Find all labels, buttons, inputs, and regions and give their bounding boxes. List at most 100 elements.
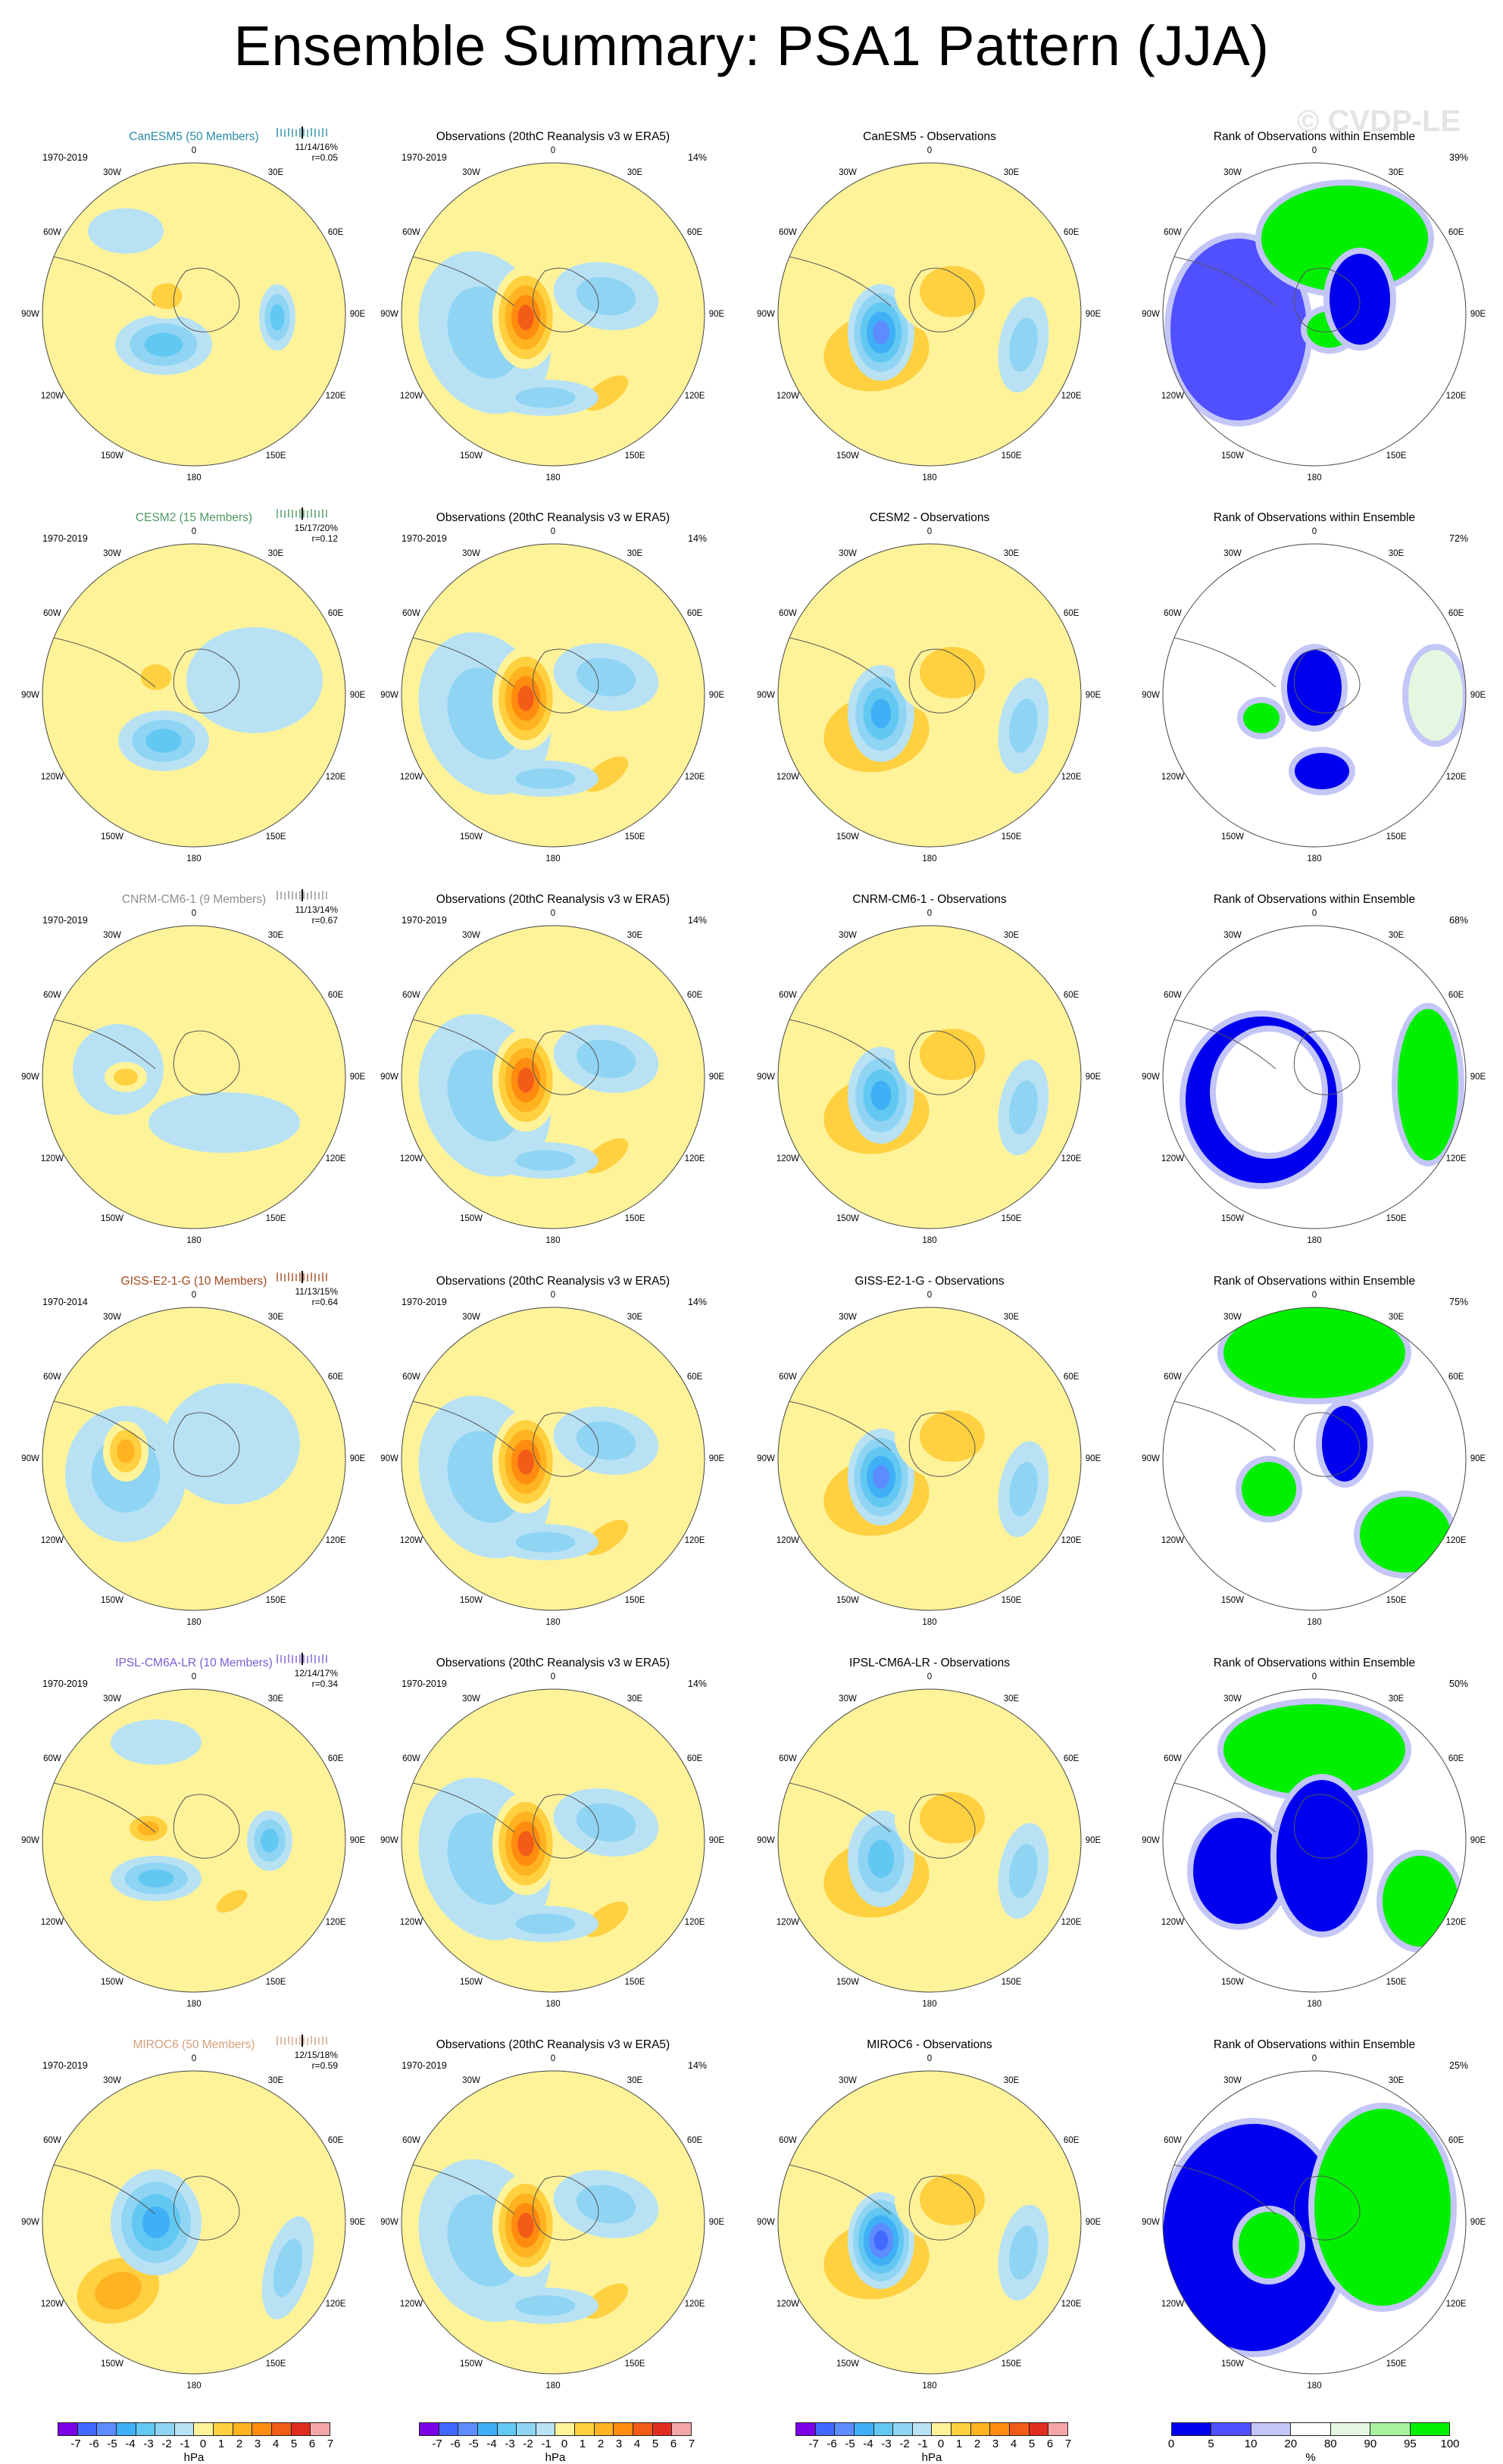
contour-level — [137, 1821, 160, 1836]
row2-model-title: CESM2 (15 Members) — [135, 511, 253, 524]
lon-label: 30W — [839, 167, 857, 177]
colorbar-tick-label: 2 — [236, 2437, 243, 2450]
lon-label: 0 — [1311, 909, 1317, 918]
rank-region — [1322, 1406, 1367, 1482]
row3-rank-title: Rank of Observations within Ensemble — [1213, 893, 1416, 906]
antarctica-coastline — [908, 1030, 976, 1095]
lon-label: 30E — [1388, 930, 1405, 940]
rank-region — [1239, 2212, 1299, 2278]
map-boundary — [401, 162, 705, 467]
colorbar-boxes — [419, 2422, 692, 2436]
contour-level — [138, 1869, 174, 1888]
colorbar-tick-label: 3 — [992, 2437, 999, 2450]
lon-label: 60W — [402, 228, 420, 237]
contour-level — [144, 333, 183, 357]
antarctica-coastline — [173, 1794, 240, 1859]
lon-label: 30W — [839, 1312, 857, 1322]
rank-region — [1360, 1497, 1451, 1572]
lon-label: 180 — [545, 2000, 561, 2009]
lon-label: 150W — [459, 1596, 483, 1606]
lon-label: 90W — [380, 2218, 398, 2227]
colorbar-tick-label: 5 — [1028, 2437, 1036, 2450]
lon-label: 30E — [267, 1694, 284, 1704]
row6-model-period: 1970-2019 — [42, 2060, 88, 2071]
colorbar-tick-label: -1 — [541, 2437, 552, 2450]
south-america-coastline — [402, 1015, 515, 1070]
row4-obs-period: 1970-2019 — [402, 1297, 447, 1307]
contour-level — [517, 304, 534, 330]
lon-label: 150E — [624, 1214, 645, 1224]
antarctica-coastline — [1293, 1030, 1361, 1095]
lon-label: 60W — [779, 991, 797, 1000]
row1-obs-period: 1970-2019 — [402, 152, 447, 163]
colorbar-tick-label: -4 — [863, 2437, 873, 2450]
lon-label: 30W — [839, 1694, 857, 1704]
colorbar-swatch — [796, 2423, 816, 2435]
lon-label: 30E — [627, 1312, 643, 1322]
row3-obs-map — [401, 925, 705, 1229]
lon-label: 120W — [40, 1154, 64, 1163]
row5-obs-percent: 14% — [688, 1679, 708, 1689]
antarctica-coastline — [173, 1030, 240, 1095]
south-america-coastline — [42, 633, 156, 688]
colorbar-tick-label: -6 — [89, 2437, 99, 2450]
lon-label: 120E — [684, 2300, 705, 2309]
colorbar-boxes — [795, 2422, 1068, 2436]
colorbar-tick-label: -2 — [899, 2437, 910, 2450]
colorbar-swatch — [1291, 2423, 1331, 2435]
row4-obs-map — [401, 1307, 705, 1611]
contour-level — [145, 729, 182, 753]
lon-label: 90W — [21, 310, 39, 319]
row2-diff-map — [777, 543, 1082, 848]
lon-label: 120W — [40, 1918, 64, 1927]
row5-model-map — [42, 1688, 346, 1993]
lon-label: 150W — [1220, 1596, 1245, 1606]
row5-rank-percent: 50% — [1449, 1679, 1469, 1689]
colorbar-swatch — [497, 2423, 517, 2435]
lon-label: 0 — [550, 909, 556, 918]
contour-level — [867, 1839, 895, 1878]
colorbar-tick-label: -3 — [881, 2437, 892, 2450]
contour-level — [517, 1831, 534, 1857]
colorbar-swatch — [1010, 2423, 1030, 2435]
row1-obs-percent: 14% — [688, 152, 708, 163]
colorbar-tick-label: 1 — [579, 2437, 586, 2450]
lon-label: 120W — [776, 1918, 799, 1927]
south-america-coastline — [1163, 1779, 1276, 1833]
row1-diff-map — [777, 162, 1082, 467]
row4-diff-title: GISS-E2-1-G - Observations — [855, 1275, 1005, 1288]
contour-level — [216, 1890, 248, 1913]
colorbar-tick-label: 1 — [955, 2437, 963, 2450]
colorbar-swatch — [672, 2423, 691, 2435]
lon-label: 60W — [1164, 1754, 1182, 1763]
lon-label: 30W — [462, 2075, 480, 2085]
lon-label: 120W — [1161, 1918, 1184, 1927]
contour-level — [1009, 698, 1038, 753]
hpa-colorbar: -7 -6 -5 -4 -3 -2 -1 0 1 2 3 4 5 6 7 hPa — [419, 2422, 695, 2464]
contour-level — [515, 1532, 576, 1553]
row2-rank-map — [1162, 543, 1467, 848]
colorbar-swatch — [932, 2423, 952, 2435]
lon-label: 60E — [327, 228, 344, 237]
colorbar-swatch — [136, 2423, 156, 2435]
contour-level — [920, 2174, 985, 2225]
lon-label: 120W — [40, 1536, 64, 1545]
antarctica-coastline — [173, 267, 240, 333]
row2-obs-percent: 14% — [688, 533, 708, 544]
colorbar-swatch — [252, 2423, 273, 2435]
lon-label: 60E — [1448, 991, 1464, 1000]
south-america-coastline — [778, 633, 892, 688]
colorbar-boxes — [58, 2422, 330, 2436]
row1-diff-title: CanESM5 - Observations — [863, 130, 996, 143]
contour-level — [920, 1410, 985, 1462]
lon-label: 90E — [708, 1454, 725, 1463]
map-boundary — [1162, 2070, 1467, 2375]
lon-label: 180 — [922, 1236, 937, 1245]
lon-label: 90W — [21, 2218, 39, 2227]
lon-label: 120W — [776, 1154, 799, 1163]
south-america-coastline — [42, 2160, 156, 2215]
lon-label: 30W — [462, 167, 480, 177]
antarctica-coastline — [532, 2175, 599, 2241]
lon-label: 150E — [1386, 451, 1407, 461]
map-boundary — [401, 2070, 705, 2375]
